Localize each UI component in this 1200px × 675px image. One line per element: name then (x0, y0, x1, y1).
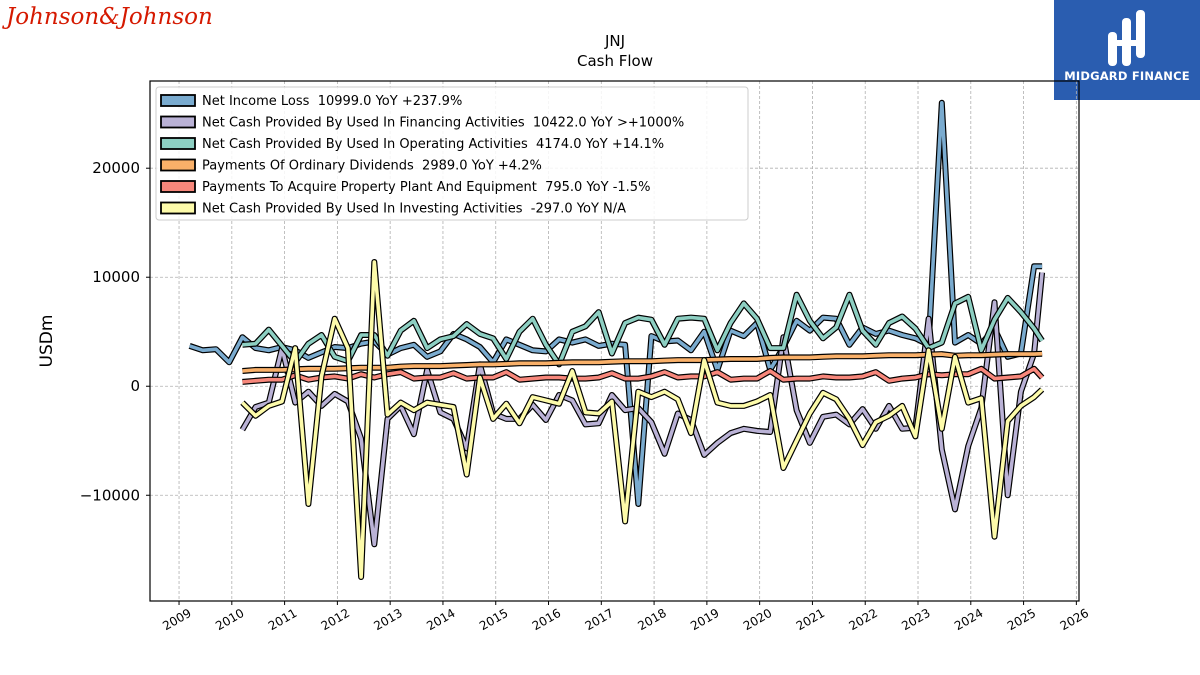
x-tick-label: 2012 (319, 606, 352, 633)
chart-series-layer (188, 99, 1046, 580)
chart-legend: Net Income Loss 10999.0 YoY +237.9% Net C… (155, 86, 749, 221)
x-tick-label: 2026 (1058, 606, 1091, 633)
legend-swatch (160, 158, 196, 172)
midgard-finance-wordmark: MIDGARD FINANCE (1064, 69, 1190, 83)
y-axis-label: USDm (37, 315, 57, 368)
legend-label: Net Income Loss 10999.0 YoY +237.9% (202, 94, 462, 109)
legend-item: Net Cash Provided By Used In Financing A… (160, 115, 684, 131)
x-tick-label: 2014 (424, 606, 457, 633)
x-tick-label: 2020 (741, 606, 774, 633)
legend-label: Net Cash Provided By Used In Operating A… (202, 137, 664, 152)
y-tick-label: 0 (130, 377, 140, 395)
legend-item: Payments To Acquire Property Plant And E… (160, 180, 650, 195)
series-line (242, 351, 1043, 373)
series-line (242, 366, 1044, 384)
series-4 (242, 350, 1043, 374)
x-tick-label: 2010 (213, 606, 246, 633)
legend-item: Net Income Loss 10999.0 YoY +237.9% (160, 94, 462, 109)
y-tick-label: 10000 (92, 268, 140, 286)
x-tick-label: 2016 (530, 606, 563, 633)
chart-subtitle: Cash Flow (577, 52, 653, 70)
x-tick-label: 2021 (794, 606, 827, 633)
legend-item: Payments Of Ordinary Dividends 2989.0 Yo… (160, 158, 542, 174)
legend-swatch (160, 94, 196, 107)
series-6 (240, 259, 1045, 580)
chart-title: JNJ (604, 32, 626, 50)
y-tick-label: 20000 (92, 159, 140, 177)
series-3 (242, 291, 1045, 368)
legend-box (155, 86, 749, 221)
johnson-and-johnson-logo: Johnson&Johnson (6, 4, 213, 30)
legend-swatch (160, 115, 196, 129)
series-line (242, 292, 1044, 367)
series-line (241, 260, 1044, 579)
legend-item: Net Cash Provided By Used In Operating A… (160, 137, 664, 152)
x-tick-label: 2013 (371, 606, 404, 633)
x-tick-label: 2017 (583, 606, 616, 633)
x-tick-label: 2009 (160, 606, 193, 633)
x-tick-label: 2019 (688, 606, 721, 633)
y-tick-label: −10000 (80, 486, 140, 504)
x-tick-label: 2022 (846, 606, 879, 633)
legend-label: Net Cash Provided By Used In Financing A… (202, 116, 684, 131)
x-tick-label: 2018 (635, 606, 668, 633)
x-tick-label: 2024 (952, 606, 985, 633)
x-tick-label: 2025 (1005, 606, 1038, 633)
x-tick-label: 2015 (477, 606, 510, 633)
legend-swatch (160, 201, 196, 215)
x-tick-label: 2011 (266, 606, 299, 633)
series-5 (242, 365, 1045, 385)
midgard-finance-mark-icon (1108, 10, 1145, 66)
legend-label: Net Cash Provided By Used In Investing A… (202, 202, 626, 217)
legend-swatch (160, 180, 196, 193)
x-tick-label: 2023 (899, 606, 932, 633)
legend-label: Payments Of Ordinary Dividends 2989.0 Yo… (202, 159, 542, 174)
legend-label: Payments To Acquire Property Plant And E… (202, 180, 650, 195)
legend-swatch (160, 137, 196, 150)
legend-item: Net Cash Provided By Used In Investing A… (160, 201, 626, 217)
midgard-finance-logo: MIDGARD FINANCE (1054, 0, 1200, 100)
plot-area-frame (149, 80, 1080, 602)
